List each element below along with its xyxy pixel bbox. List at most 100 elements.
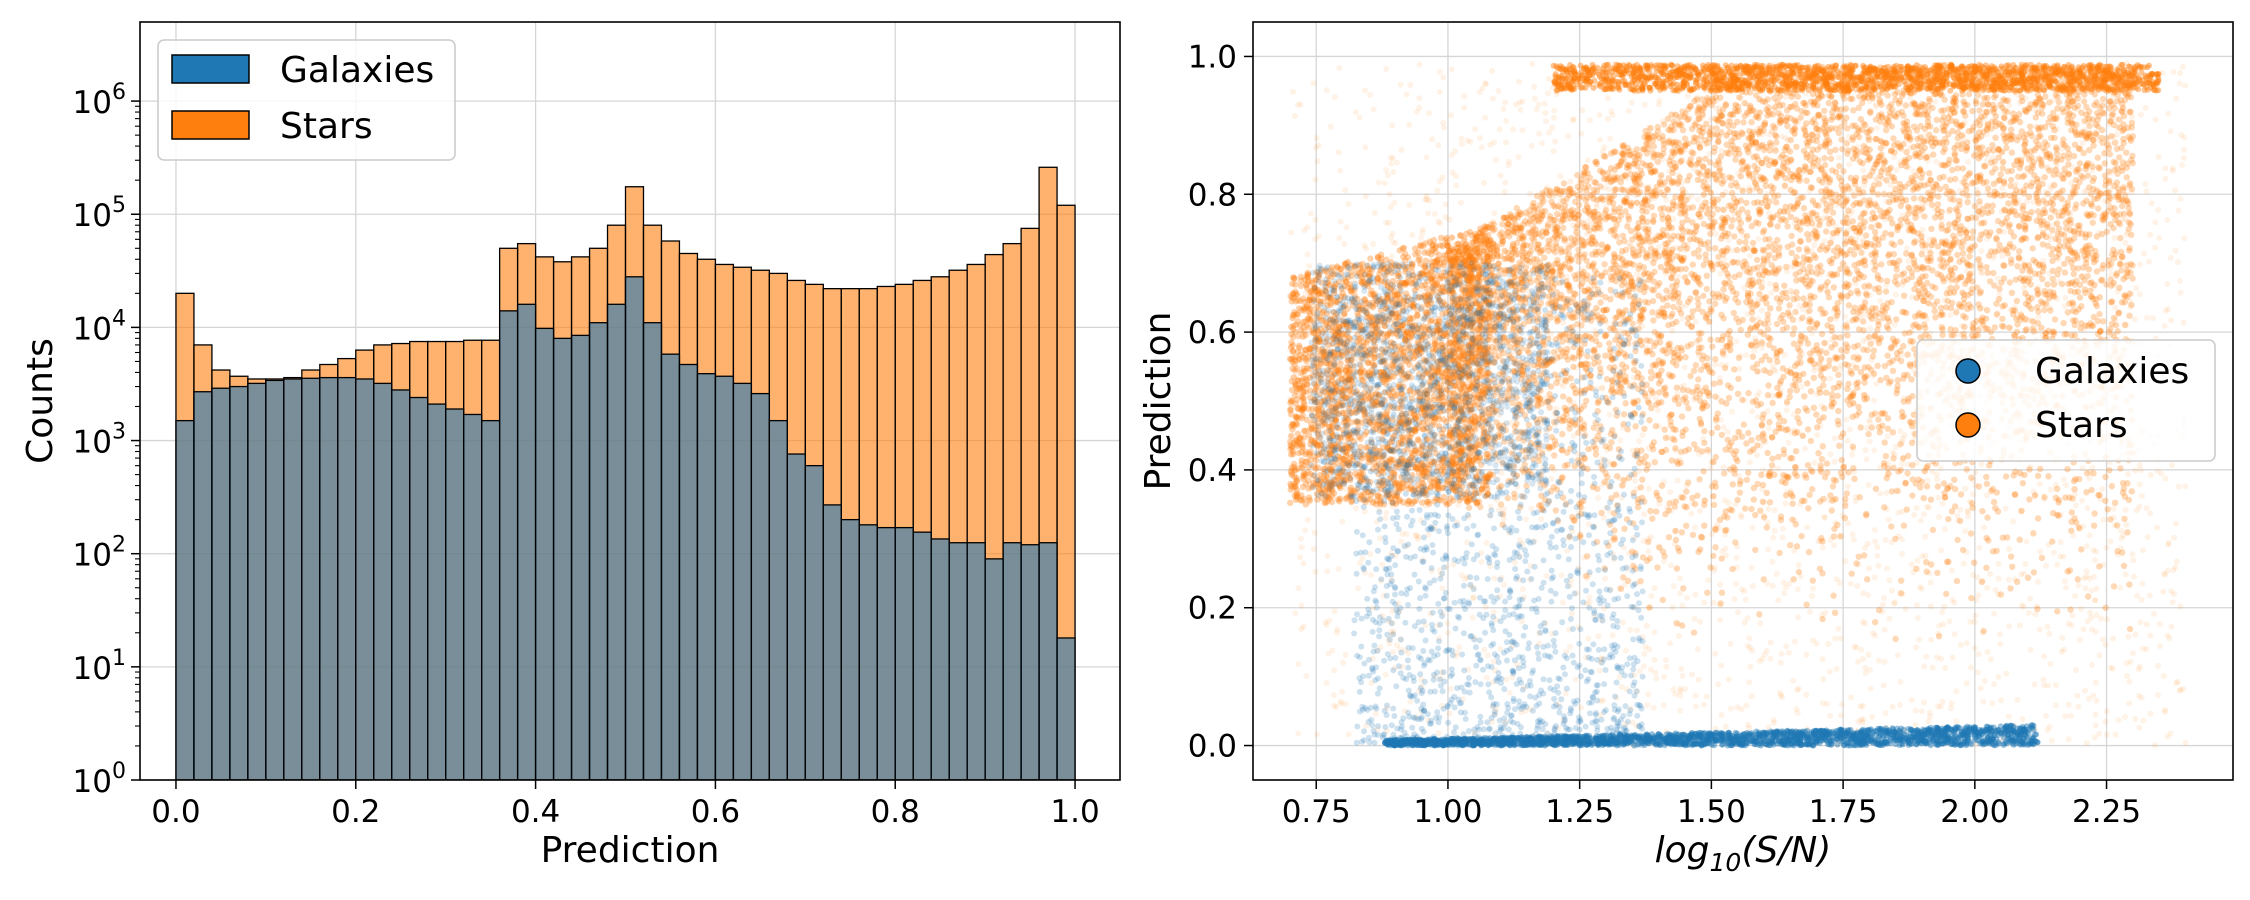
point-stars — [1873, 125, 1880, 132]
point-stars — [1515, 154, 1522, 161]
point-stars — [1300, 395, 1307, 402]
point-stars — [1941, 603, 1948, 610]
point-stars — [2136, 291, 2143, 298]
point-stars — [1793, 706, 1800, 713]
point-stars — [1292, 321, 1300, 328]
point-stars — [1447, 685, 1454, 692]
point-stars — [2111, 235, 2118, 242]
point-stars — [2168, 623, 2175, 630]
point-stars — [1388, 253, 1395, 260]
point-stars — [1627, 626, 1634, 633]
point-stars — [2124, 673, 2131, 680]
point-stars — [1633, 627, 1640, 634]
point-stars — [2093, 612, 2100, 618]
point-stars — [1948, 705, 1954, 712]
point-stars — [1889, 703, 1896, 710]
point-stars — [1467, 138, 1474, 145]
point-stars — [1437, 220, 1444, 227]
histogram-x-label: Prediction — [541, 830, 720, 871]
point-stars — [1352, 109, 1359, 116]
point-stars — [1411, 245, 1419, 252]
point-stars — [2112, 304, 2118, 311]
legend-swatch-galaxies — [171, 54, 250, 84]
point-stars — [1692, 703, 1699, 710]
point-stars — [1884, 433, 1891, 440]
point-stars — [1995, 575, 2002, 582]
point-stars — [1653, 675, 1660, 682]
point-stars — [1975, 592, 1982, 599]
point-stars — [1999, 159, 2006, 166]
point-stars — [1721, 497, 1728, 504]
point-stars — [2084, 505, 2091, 512]
point-stars — [1564, 254, 1570, 261]
point-stars — [1729, 284, 1736, 291]
point-stars — [2144, 534, 2151, 541]
point-stars — [1921, 511, 1928, 518]
point-stars — [1929, 664, 1936, 671]
point-stars — [1935, 494, 1942, 501]
point-stars — [1975, 257, 1981, 264]
point-stars — [1502, 99, 1509, 106]
bar-galaxies — [696, 373, 717, 780]
point-stars — [1567, 643, 1574, 650]
bar-galaxies — [552, 337, 573, 780]
point-stars — [1568, 610, 1575, 617]
point-stars — [1370, 241, 1377, 247]
y-tick-exponent: 5 — [112, 193, 126, 218]
bar-galaxies — [570, 334, 591, 780]
point-stars — [1383, 66, 1390, 72]
point-stars — [1297, 535, 1304, 542]
point-stars — [1619, 619, 1626, 626]
point-stars — [1937, 465, 1944, 472]
point-stars — [1676, 88, 1683, 94]
point-stars — [2164, 280, 2171, 287]
point-stars — [1806, 608, 1813, 615]
bar-galaxies — [211, 387, 231, 780]
histogram-frame — [139, 21, 1121, 781]
point-stars — [1919, 76, 1926, 83]
point-stars — [1297, 554, 1303, 561]
point-stars — [1696, 451, 1702, 457]
point-stars — [2043, 562, 2049, 569]
point-stars — [2138, 596, 2145, 603]
point-stars — [2103, 544, 2110, 551]
bar-galaxies — [463, 413, 483, 780]
point-stars — [1899, 435, 1906, 442]
point-stars — [1390, 169, 1397, 175]
point-stars — [2098, 615, 2105, 622]
point-stars — [1536, 479, 1543, 486]
point-stars — [1586, 117, 1593, 124]
point-stars — [2027, 646, 2034, 653]
point-stars — [1717, 602, 1724, 608]
bar-galaxies — [193, 391, 213, 780]
point-stars — [1797, 316, 1804, 323]
point-stars — [1446, 710, 1453, 717]
point-stars — [1557, 173, 1564, 180]
point-stars — [1963, 680, 1970, 687]
point-stars — [1804, 726, 1811, 733]
point-stars — [2090, 692, 2097, 699]
point-stars — [1656, 500, 1663, 507]
point-stars — [1891, 321, 1898, 328]
point-stars — [1454, 649, 1461, 656]
point-stars — [1397, 81, 1404, 88]
point-stars — [1936, 514, 1943, 520]
point-stars — [1922, 533, 1929, 540]
point-stars — [1306, 263, 1313, 270]
point-stars — [1497, 172, 1504, 179]
point-stars — [2068, 712, 2074, 719]
point-stars — [2077, 606, 2084, 612]
point-stars — [1795, 562, 1802, 568]
point-stars — [1617, 437, 1624, 444]
point-stars — [2088, 626, 2095, 633]
point-stars — [2080, 626, 2087, 633]
point-stars — [1883, 489, 1890, 496]
point-stars — [2093, 548, 2100, 555]
point-stars — [2062, 294, 2069, 301]
point-stars — [1416, 255, 1423, 262]
point-stars — [1335, 149, 1342, 156]
point-stars — [1939, 609, 1945, 616]
point-stars — [1367, 91, 1374, 98]
bar-galaxies — [930, 538, 950, 780]
